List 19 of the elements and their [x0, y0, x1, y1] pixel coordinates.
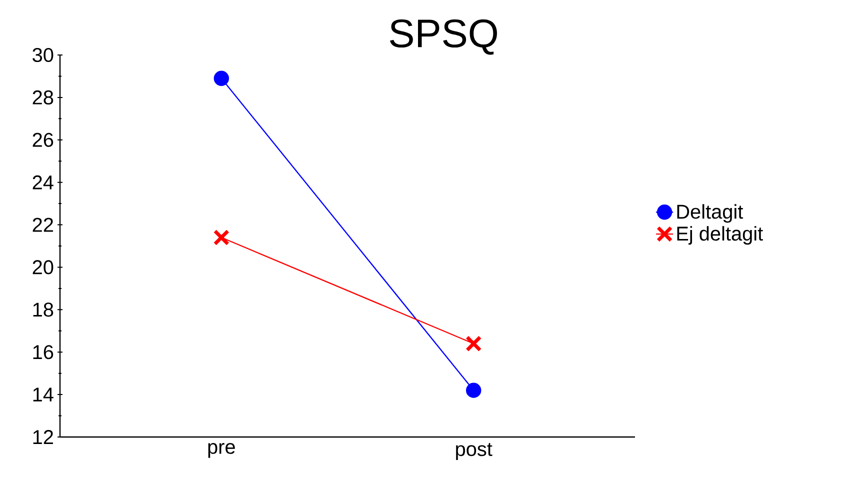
legend-label: Deltagit	[677, 204, 744, 223]
y-tick-label: 12	[33, 430, 53, 444]
point	[213, 229, 230, 246]
y-tick-label: 30	[32, 48, 54, 62]
y-tick-label: 24	[32, 175, 54, 190]
chart-title: SPSQ	[390, 19, 497, 55]
point	[465, 336, 482, 352]
y-tick-label: 16	[33, 345, 54, 360]
point	[466, 382, 482, 398]
legend-label: Ej deltagit	[677, 226, 763, 245]
x-tick-label: pre	[208, 443, 235, 458]
y-tick-label: 22	[32, 218, 53, 232]
y-tick-label: 14	[33, 388, 54, 402]
y-tick-label: 26	[32, 132, 54, 147]
x-tick-label: post	[456, 443, 492, 460]
y-tick-label: 20	[32, 260, 54, 274]
y-tick-label: 28	[32, 90, 54, 104]
y-tick-label: 18	[33, 302, 54, 317]
point	[214, 70, 230, 86]
